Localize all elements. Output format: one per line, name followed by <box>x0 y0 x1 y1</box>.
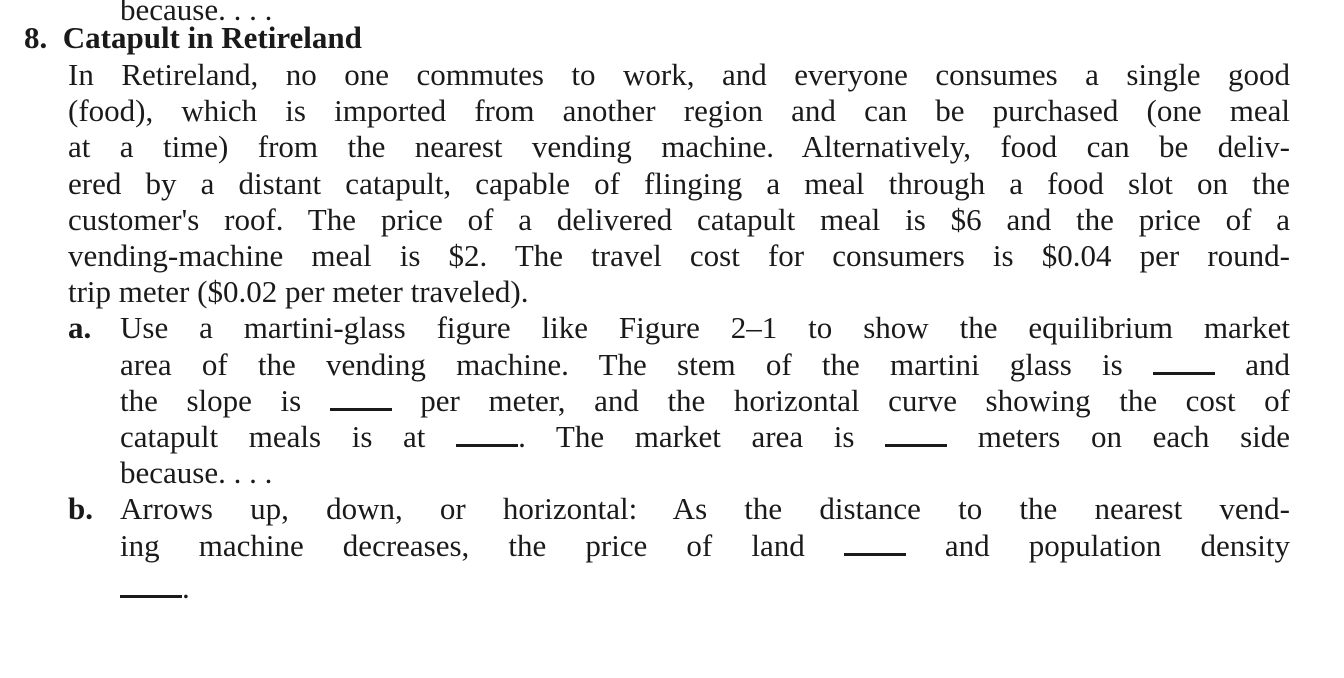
problem-heading: 8. Catapult in Retireland <box>24 20 362 56</box>
part-a-line: the slope is per meter, and the horizont… <box>120 382 1290 418</box>
intro-line: ered by a distant catapult, capable of f… <box>68 165 1290 201</box>
part-a-line: area of the vending machine. The stem of… <box>120 346 1290 382</box>
answer-blank[interactable] <box>329 384 392 411</box>
answer-blank[interactable] <box>1152 348 1215 375</box>
previous-fragment: because. . . . <box>120 0 273 27</box>
problem-title: Catapult in Retireland <box>62 20 362 55</box>
answer-blank[interactable] <box>120 571 182 598</box>
answer-blank[interactable] <box>843 529 906 556</box>
part-label: a. <box>68 310 92 346</box>
part-a-line: catapult meals is at . The market area i… <box>120 419 1290 454</box>
part-b-line: ing machine decreases, the price of land… <box>120 527 1291 563</box>
problem-number: 8. <box>24 20 48 55</box>
intro-line: In Retireland, no one commutes to work, … <box>68 57 1290 92</box>
intro-line: trip meter ($0.02 per meter traveled). <box>68 274 529 310</box>
answer-blank[interactable] <box>885 420 948 447</box>
intro-line: customer's roof. The price of a delivere… <box>68 201 1290 237</box>
part-b-line: b. Arrows up, down, or horizontal: As the… <box>68 491 1290 527</box>
part-label: b. <box>68 491 93 527</box>
part-a-line: a. Use a martini-glass figure like Figure… <box>68 310 1290 346</box>
intro-line: at a time) from the nearest vending mach… <box>68 129 1290 165</box>
part-a-line: because. . . . <box>120 455 273 491</box>
answer-blank[interactable] <box>456 420 519 447</box>
intro-line: vending-machine meal is $2. The travel c… <box>68 238 1290 273</box>
part-b-line: . <box>120 570 1290 606</box>
intro-line: (food), which is imported from another r… <box>68 93 1290 129</box>
